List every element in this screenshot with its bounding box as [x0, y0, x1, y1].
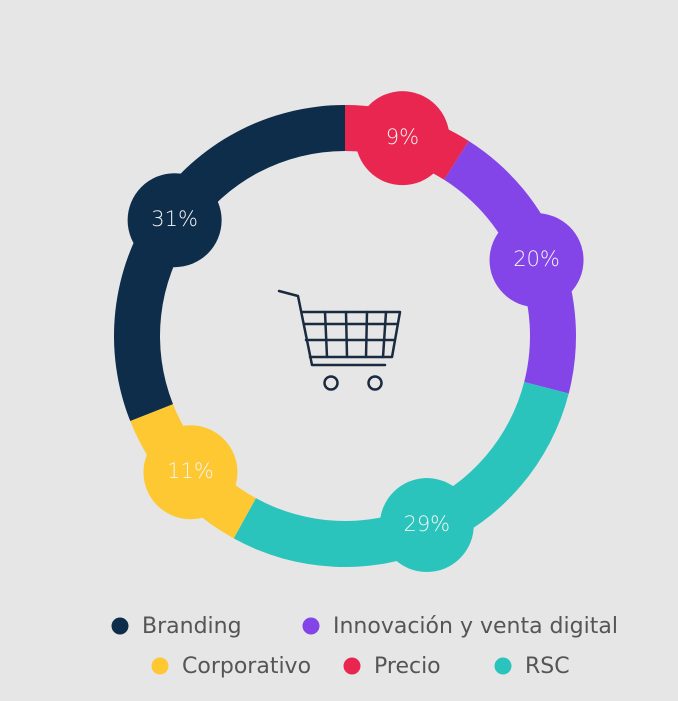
label-bubble: [489, 213, 584, 308]
donut-segment: [233, 382, 569, 567]
cart-icon: [277, 289, 402, 391]
legend-label: Corporativo: [182, 654, 311, 679]
legend-label: Innovación y venta digital: [333, 614, 618, 639]
donut-segment: [114, 105, 345, 422]
legend-dot: [343, 657, 361, 675]
legend-label: Branding: [142, 614, 242, 639]
value-label: 31%: [151, 207, 198, 231]
label-bubble: [355, 91, 450, 186]
value-label: 9%: [386, 125, 419, 149]
value-label: 20%: [513, 247, 560, 271]
label-bubble: [379, 478, 474, 573]
label-bubble: [143, 425, 238, 520]
legend-dot: [494, 657, 512, 675]
legend-label: RSC: [525, 654, 570, 679]
legend-dot: [151, 657, 169, 675]
value-label: 11%: [167, 459, 214, 483]
value-label: 29%: [403, 512, 450, 536]
donut-segment: [444, 140, 576, 394]
legend-dot: [111, 617, 129, 635]
legend-dot: [302, 617, 320, 635]
label-bubble: [127, 173, 222, 268]
legend-label: Precio: [374, 654, 441, 679]
